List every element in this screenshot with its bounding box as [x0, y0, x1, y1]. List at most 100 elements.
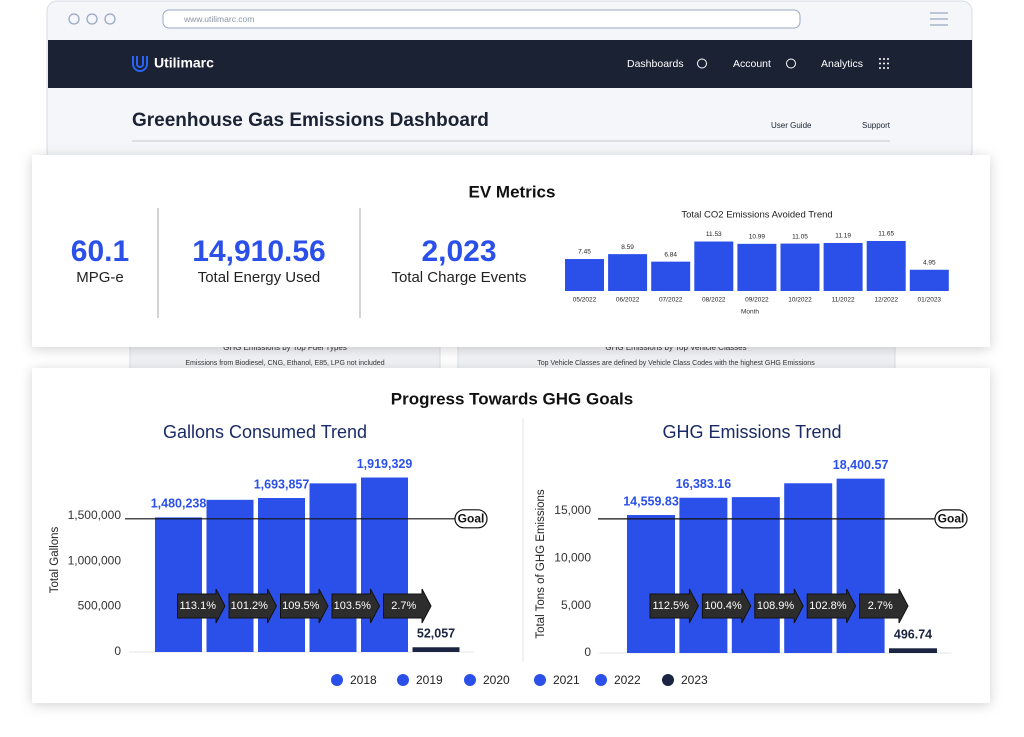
- change-arrow: [177, 588, 226, 624]
- metric-value: 2,023: [421, 235, 496, 268]
- navbar: [48, 40, 972, 88]
- bar: [836, 478, 885, 653]
- x-axis-label: Month: [741, 309, 759, 316]
- nav-item[interactable]: Analytics: [821, 58, 863, 70]
- y-tick-label: 0: [114, 644, 121, 658]
- data-label: 6.84: [664, 251, 677, 258]
- goal-badge: [934, 509, 968, 529]
- card-title: GHG Emissions by Top Vehicle Classes: [605, 343, 746, 352]
- window-button[interactable]: [104, 13, 116, 25]
- chart-title: Gallons Consumed Trend: [163, 422, 367, 442]
- header-link[interactable]: Support: [862, 121, 891, 130]
- y-tick-label: 5,000: [561, 598, 591, 612]
- page-title: Greenhouse Gas Emissions Dashboard: [132, 110, 489, 131]
- brand[interactable]: Utilimarc: [154, 55, 214, 71]
- y-axis-label: Total Tons of GHG Emissions: [535, 489, 547, 639]
- change-arrow: [754, 588, 804, 624]
- bar: [155, 517, 202, 652]
- menu-icon[interactable]: [930, 12, 948, 26]
- change-label: 109.5%: [282, 600, 320, 612]
- dropdown-icon[interactable]: [697, 58, 707, 69]
- legend-marker: [464, 674, 476, 686]
- data-label: 11.65: [878, 231, 894, 238]
- bar: [679, 497, 728, 653]
- x-tick-label: 10/2022: [788, 297, 812, 304]
- bar: [889, 648, 937, 653]
- bar: [694, 241, 734, 291]
- logo-icon[interactable]: [132, 56, 148, 72]
- card-subtitle: Emissions from Biodiesel, CNG, Ethanol, …: [185, 360, 384, 367]
- data-label: 8.59: [621, 244, 634, 251]
- y-axis-label: Total Gallons: [49, 527, 61, 594]
- x-tick-label: 08/2022: [702, 297, 726, 304]
- change-label: 112.5%: [652, 600, 689, 612]
- change-label: 108.9%: [757, 600, 795, 612]
- change-label: 102.8%: [809, 600, 847, 612]
- x-tick-label: 11/2022: [832, 297, 855, 304]
- bar: [608, 254, 648, 291]
- change-label: 2.7%: [868, 600, 893, 612]
- metric-value: 60.1: [71, 235, 129, 268]
- bar: [909, 269, 949, 291]
- goal-label: Goal: [458, 511, 485, 525]
- legend-marker: [595, 674, 607, 686]
- goal-badge: [454, 509, 488, 529]
- change-arrow: [701, 588, 752, 624]
- x-tick-label: 05/2022: [573, 297, 597, 304]
- x-tick-label: 12/2022: [874, 297, 898, 304]
- change-label: 100.4%: [704, 600, 742, 612]
- nav-item[interactable]: Dashboards: [627, 58, 684, 70]
- apps-icon[interactable]: [879, 58, 889, 69]
- nav-item[interactable]: Account: [733, 58, 771, 70]
- x-tick-label: 06/2022: [616, 297, 640, 304]
- data-label: 11.19: [835, 233, 851, 240]
- legend-label: 2020: [483, 673, 510, 687]
- bar: [780, 243, 820, 291]
- bar: [823, 242, 863, 291]
- window-button[interactable]: [86, 13, 98, 25]
- header-link[interactable]: User Guide: [771, 121, 812, 130]
- bar: [731, 497, 780, 653]
- y-tick-label: 0: [584, 645, 591, 659]
- metric-value: 14,910.56: [192, 235, 325, 268]
- change-arrow: [649, 588, 699, 624]
- legend-label: 2023: [681, 673, 708, 687]
- bar: [565, 259, 604, 291]
- bar: [412, 647, 460, 652]
- legend-marker: [662, 674, 674, 686]
- change-arrow: [806, 588, 857, 624]
- data-label: 52,057: [417, 627, 455, 641]
- legend-label: 2022: [614, 673, 641, 687]
- bar: [784, 483, 833, 653]
- data-label: 496.74: [894, 628, 932, 642]
- data-label: 4.95: [923, 259, 936, 266]
- bar: [737, 243, 777, 291]
- change-arrow: [280, 588, 329, 624]
- goal-label: Goal: [938, 512, 965, 526]
- legend-marker: [534, 674, 546, 686]
- bar: [206, 499, 254, 652]
- card-title: EV Metrics: [469, 182, 556, 201]
- url: www.utilimarc.com: [183, 14, 254, 24]
- account-icon[interactable]: [786, 58, 796, 69]
- data-label: 10.99: [749, 234, 766, 241]
- data-label: 11.53: [706, 231, 722, 238]
- metric-label: Total Energy Used: [198, 269, 321, 286]
- metric-label: Total Charge Events: [391, 269, 526, 286]
- bar: [361, 477, 408, 652]
- address-bar[interactable]: [162, 9, 801, 29]
- data-label: 16,383.16: [676, 477, 732, 491]
- window-button[interactable]: [68, 13, 80, 25]
- chart-title: GHG Emissions Trend: [662, 422, 841, 442]
- change-arrow: [859, 588, 909, 624]
- bar: [866, 241, 906, 291]
- x-tick-label: 01/2023: [918, 297, 942, 304]
- y-tick-label: 1,500,000: [68, 508, 122, 522]
- y-tick-label: 10,000: [554, 550, 591, 564]
- legend-label: 2018: [350, 673, 377, 687]
- chart-title: Total CO2 Emissions Avoided Trend: [681, 210, 832, 221]
- bar: [651, 261, 691, 291]
- data-label: 14,559.83: [623, 494, 679, 508]
